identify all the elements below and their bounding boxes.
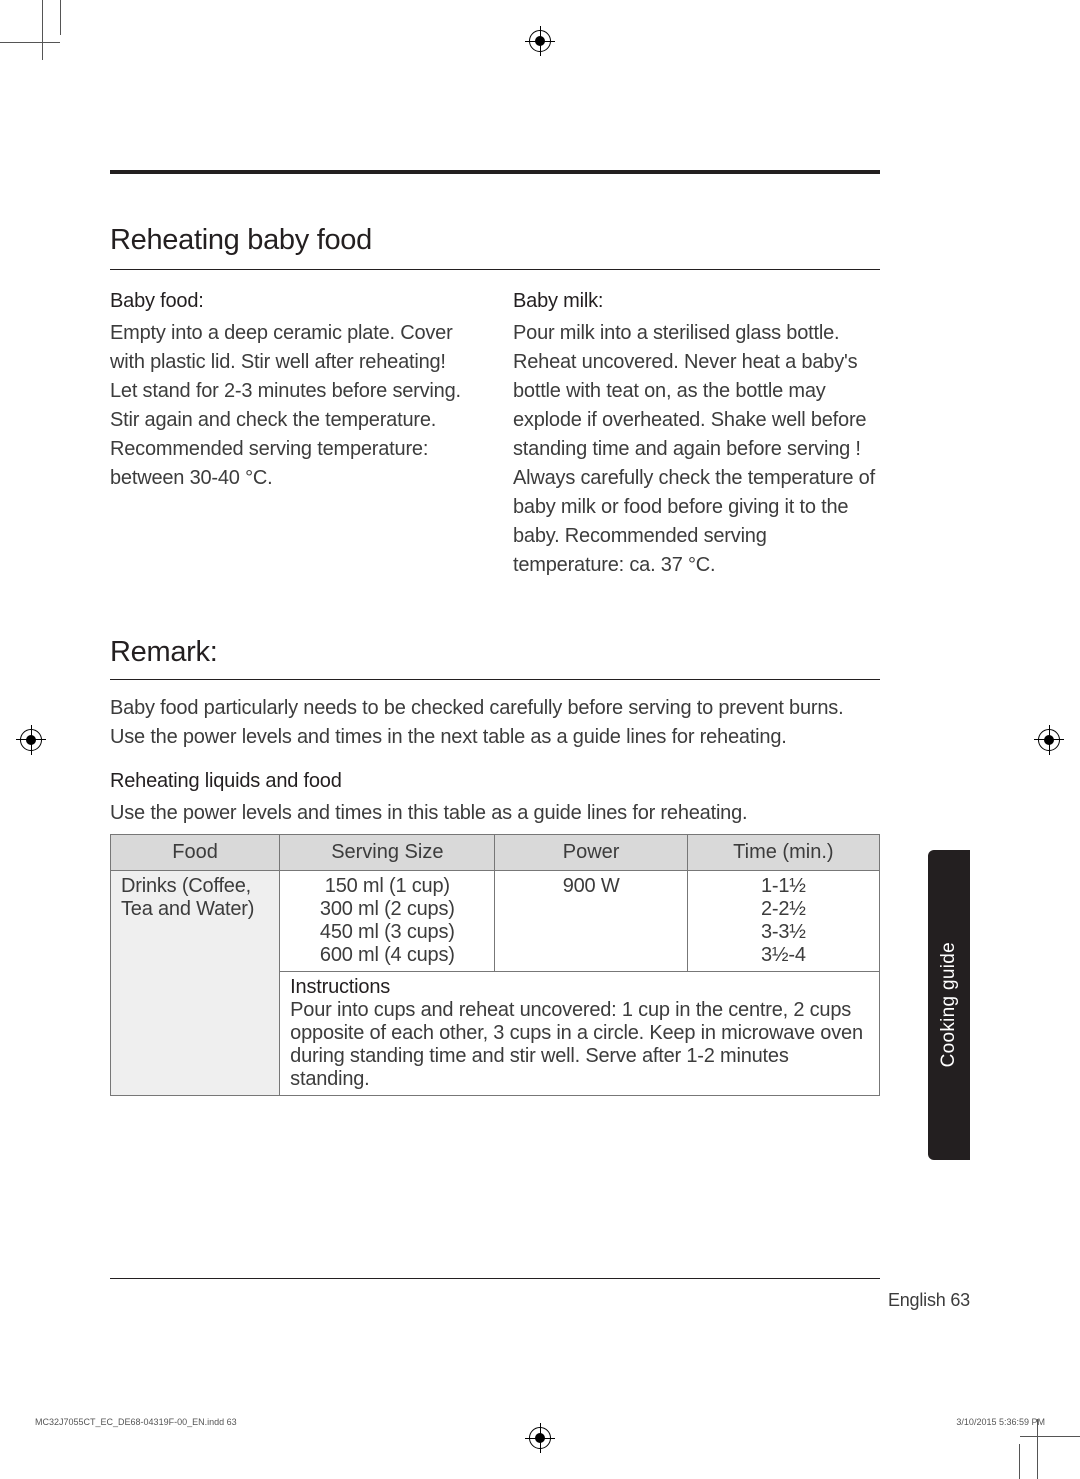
time-value: 1-1½ [698, 875, 869, 898]
table-header-row: Food Serving Size Power Time (min.) [111, 835, 880, 871]
crop-mark [0, 42, 60, 43]
time-value: 2-2½ [698, 898, 869, 921]
page: Reheating baby food Baby food: Empty int… [0, 0, 1080, 1479]
crop-mark [1019, 1444, 1020, 1479]
subheading: Baby food: [110, 290, 477, 313]
time-cell: 1-1½ 2-2½ 3-3½ 3½-4 [687, 871, 879, 972]
instructions-label: Instructions [290, 976, 869, 999]
time-value: 3½-4 [698, 944, 869, 967]
instructions-cell: Instructions Pour into cups and reheat u… [280, 972, 880, 1096]
body-text: Baby food particularly needs to be check… [110, 694, 880, 752]
serving-value: 300 ml (2 cups) [290, 898, 484, 921]
section-title: Remark: [110, 636, 880, 669]
section-divider [110, 269, 880, 270]
column-left: Baby food: Empty into a deep ceramic pla… [110, 290, 477, 580]
content-area: Reheating baby food Baby food: Empty int… [110, 170, 880, 1096]
footer-meta-right: 3/10/2015 5:36:59 PM [956, 1417, 1045, 1427]
column-right: Baby milk: Pour milk into a sterilised g… [513, 290, 880, 580]
registration-mark [1038, 729, 1060, 751]
col-header: Power [495, 835, 687, 871]
reheating-table: Food Serving Size Power Time (min.) Drin… [110, 834, 880, 1096]
crop-mark [60, 0, 61, 35]
subheading: Baby milk: [513, 290, 880, 313]
crop-mark [42, 0, 43, 60]
side-tab: Cooking guide [928, 850, 970, 1160]
serving-value: 150 ml (1 cup) [290, 875, 484, 898]
food-cell: Drinks (Coffee, Tea and Water) [111, 871, 280, 1096]
footer-divider [110, 1278, 880, 1279]
serving-cell: 150 ml (1 cup) 300 ml (2 cups) 450 ml (3… [280, 871, 495, 972]
footer-meta-left: MC32J7055CT_EC_DE68-04319F-00_EN.indd 63 [35, 1417, 237, 1427]
body-text: Pour milk into a sterilised glass bottle… [513, 319, 880, 580]
registration-mark [20, 729, 42, 751]
col-header: Serving Size [280, 835, 495, 871]
power-cell: 900 W [495, 871, 687, 972]
serving-value: 600 ml (4 cups) [290, 944, 484, 967]
top-divider [110, 170, 880, 174]
crop-mark [1020, 1436, 1080, 1437]
section-divider [110, 679, 880, 680]
serving-value: 450 ml (3 cups) [290, 921, 484, 944]
page-number: English 63 [888, 1290, 970, 1311]
food-name: Drinks (Coffee, Tea and Water) [121, 875, 254, 920]
table-row: Drinks (Coffee, Tea and Water) 150 ml (1… [111, 871, 880, 972]
body-text: Empty into a deep ceramic plate. Cover w… [110, 319, 477, 493]
crop-mark [1037, 1419, 1038, 1479]
col-header: Time (min.) [687, 835, 879, 871]
col-header: Food [111, 835, 280, 871]
side-tab-label: Cooking guide [938, 942, 960, 1067]
time-value: 3-3½ [698, 921, 869, 944]
section-title: Reheating baby food [110, 224, 880, 257]
subheading: Reheating liquids and food [110, 770, 880, 793]
body-text: Use the power levels and times in this t… [110, 799, 880, 828]
registration-mark [529, 1427, 551, 1449]
two-column-block: Baby food: Empty into a deep ceramic pla… [110, 290, 880, 580]
registration-mark [529, 30, 551, 52]
instructions-text: Pour into cups and reheat uncovered: 1 c… [290, 999, 869, 1091]
